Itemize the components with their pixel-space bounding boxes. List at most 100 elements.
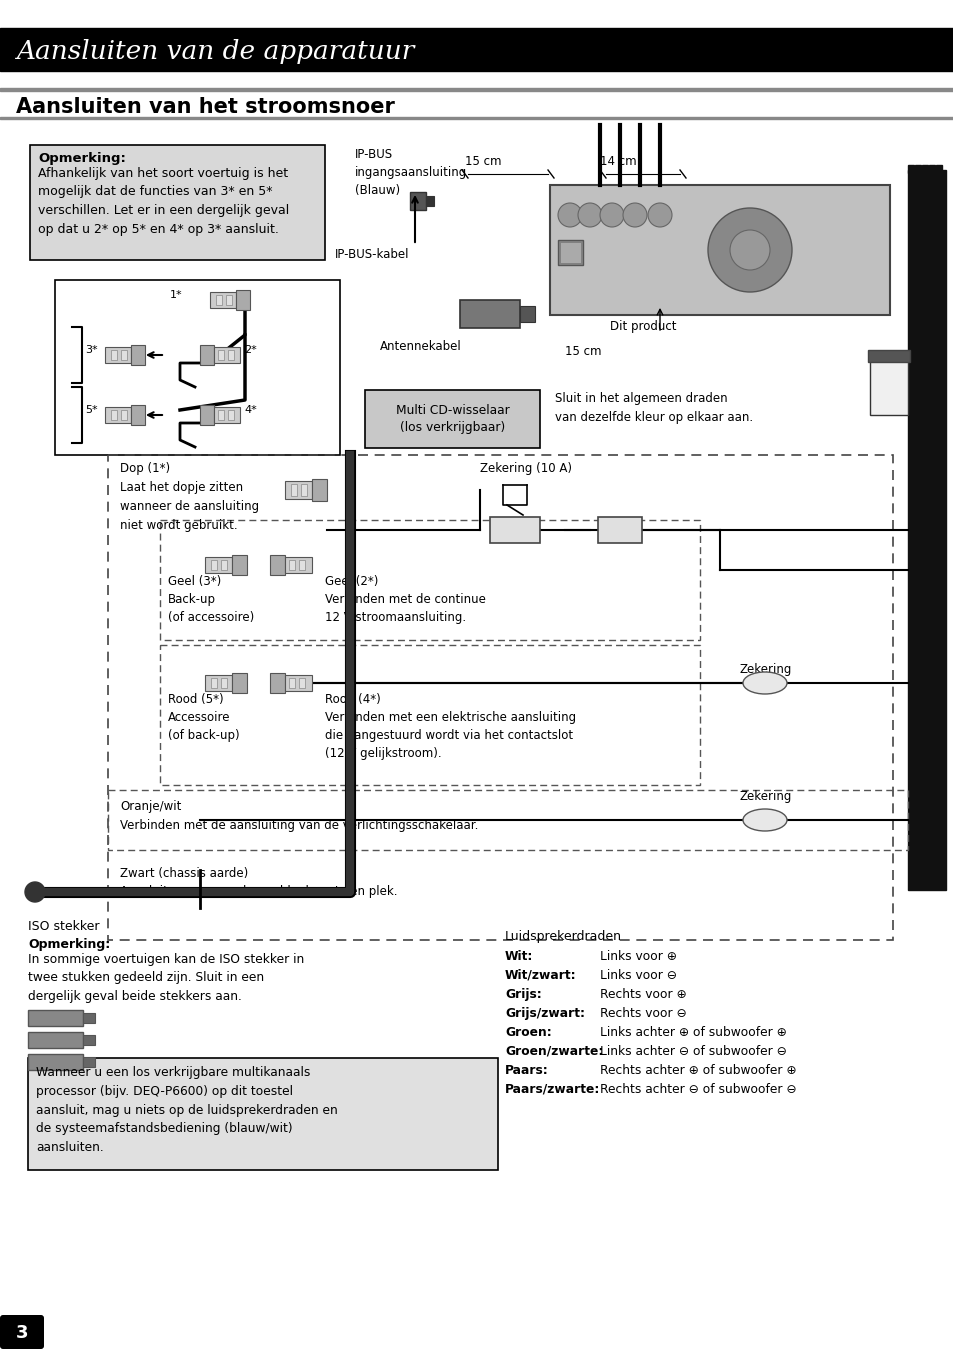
Bar <box>233 673 247 692</box>
Text: Paars:: Paars: <box>504 1064 548 1077</box>
Bar <box>559 243 580 263</box>
Bar <box>284 675 312 691</box>
Bar <box>200 405 213 425</box>
Bar <box>160 645 700 785</box>
Bar <box>131 346 145 364</box>
Bar <box>221 678 227 688</box>
Bar <box>921 165 927 173</box>
Text: 3*: 3* <box>85 346 97 355</box>
FancyBboxPatch shape <box>0 1314 44 1350</box>
Circle shape <box>599 203 623 228</box>
Text: 1*: 1* <box>170 290 182 299</box>
Bar <box>108 790 907 850</box>
Bar <box>205 557 233 573</box>
Bar <box>205 675 233 691</box>
Bar <box>907 165 913 173</box>
Text: Links achter ⊖ of subwoofer ⊖: Links achter ⊖ of subwoofer ⊖ <box>599 1045 786 1058</box>
Text: Grijs:: Grijs: <box>504 988 541 1001</box>
Bar <box>0 28 953 70</box>
Circle shape <box>558 203 581 228</box>
Bar <box>83 1035 95 1045</box>
Bar <box>298 560 304 570</box>
Text: Oranje/wit
Verbinden met de aansluiting van de verlichtingsschakelaar.: Oranje/wit Verbinden met de aansluiting … <box>120 799 477 832</box>
Circle shape <box>622 203 646 228</box>
Bar <box>210 291 235 308</box>
Bar <box>228 350 233 360</box>
Text: 2*: 2* <box>244 346 256 355</box>
Text: ISO stekker: ISO stekker <box>28 920 99 934</box>
Text: 3: 3 <box>16 1324 29 1341</box>
Bar <box>200 346 213 364</box>
Text: IP-BUS
ingangsaansluiting
(Blauw): IP-BUS ingangsaansluiting (Blauw) <box>355 148 467 196</box>
Bar <box>907 169 945 890</box>
Circle shape <box>25 882 45 902</box>
Text: Rechts voor ⊖: Rechts voor ⊖ <box>599 1007 686 1020</box>
Text: Zwart (chassis aarde)
Aansluiten op een schone, blank metalen plek.: Zwart (chassis aarde) Aansluiten op een … <box>120 867 397 898</box>
Text: Luidsprekerdraden: Luidsprekerdraden <box>504 930 621 943</box>
Text: Wanneer u een los verkrijgbare multikanaals
processor (bijv. DEQ-P6600) op dit t: Wanneer u een los verkrijgbare multikana… <box>36 1066 337 1154</box>
Bar <box>213 406 240 423</box>
Bar <box>519 306 535 322</box>
Text: Wit/zwart:: Wit/zwart: <box>504 969 576 982</box>
Bar <box>213 347 240 363</box>
Bar <box>111 350 117 360</box>
Text: Rechts achter ⊕ of subwoofer ⊕: Rechts achter ⊕ of subwoofer ⊕ <box>599 1064 796 1077</box>
Text: Links achter ⊕ of subwoofer ⊕: Links achter ⊕ of subwoofer ⊕ <box>599 1026 786 1039</box>
Bar <box>211 678 216 688</box>
Bar <box>218 350 224 360</box>
Bar <box>558 240 582 266</box>
Bar <box>83 1014 95 1023</box>
Bar <box>121 411 127 420</box>
Bar <box>928 165 934 173</box>
Text: Geel (2*)
Verbinden met de continue
12 V stroomaansluiting.: Geel (2*) Verbinden met de continue 12 V… <box>325 575 485 625</box>
Bar <box>550 186 889 314</box>
Bar <box>226 295 232 305</box>
Bar <box>111 411 117 420</box>
Bar <box>291 484 296 496</box>
Bar <box>228 411 233 420</box>
Bar <box>289 678 294 688</box>
Circle shape <box>647 203 671 228</box>
Bar <box>28 1054 83 1070</box>
Bar <box>270 556 284 575</box>
Text: Rood (4*)
Verbinden met een elektrische aansluiting
die aangestuurd wordt via he: Rood (4*) Verbinden met een elektrische … <box>325 692 576 760</box>
Text: IP-BUS-kabel: IP-BUS-kabel <box>335 248 409 262</box>
Bar <box>284 557 312 573</box>
Bar <box>598 518 641 543</box>
Bar <box>28 1009 83 1026</box>
Circle shape <box>729 230 769 270</box>
Bar <box>0 88 953 91</box>
Bar <box>869 360 907 415</box>
Bar <box>285 481 312 499</box>
Text: 15 cm: 15 cm <box>564 346 601 358</box>
Bar <box>935 165 941 173</box>
Text: 4*: 4* <box>244 405 256 415</box>
Bar <box>83 1057 95 1066</box>
Text: 5*: 5* <box>85 405 97 415</box>
Bar <box>365 390 539 449</box>
Bar <box>131 405 145 425</box>
Text: 15 cm: 15 cm <box>464 154 501 168</box>
Bar <box>0 117 953 119</box>
Bar <box>218 411 224 420</box>
Bar <box>459 299 519 328</box>
Bar <box>28 1033 83 1047</box>
Text: Groen:: Groen: <box>504 1026 551 1039</box>
Bar <box>235 290 250 310</box>
Bar <box>160 520 700 640</box>
Ellipse shape <box>742 809 786 831</box>
Circle shape <box>707 209 791 291</box>
Text: Grijs/zwart:: Grijs/zwart: <box>504 1007 584 1020</box>
Bar <box>490 518 539 543</box>
Text: In sommige voertuigen kan de ISO stekker in
twee stukken gedeeld zijn. Sluit in : In sommige voertuigen kan de ISO stekker… <box>28 953 304 1003</box>
Bar <box>270 673 284 692</box>
Bar <box>215 295 222 305</box>
Bar <box>867 350 909 362</box>
Text: Groen/zwarte:: Groen/zwarte: <box>504 1045 602 1058</box>
Text: Zekering (10 A): Zekering (10 A) <box>479 462 572 476</box>
Bar <box>28 1058 497 1169</box>
Circle shape <box>578 203 601 228</box>
Bar <box>298 678 304 688</box>
Bar <box>108 455 892 940</box>
Bar <box>289 560 294 570</box>
